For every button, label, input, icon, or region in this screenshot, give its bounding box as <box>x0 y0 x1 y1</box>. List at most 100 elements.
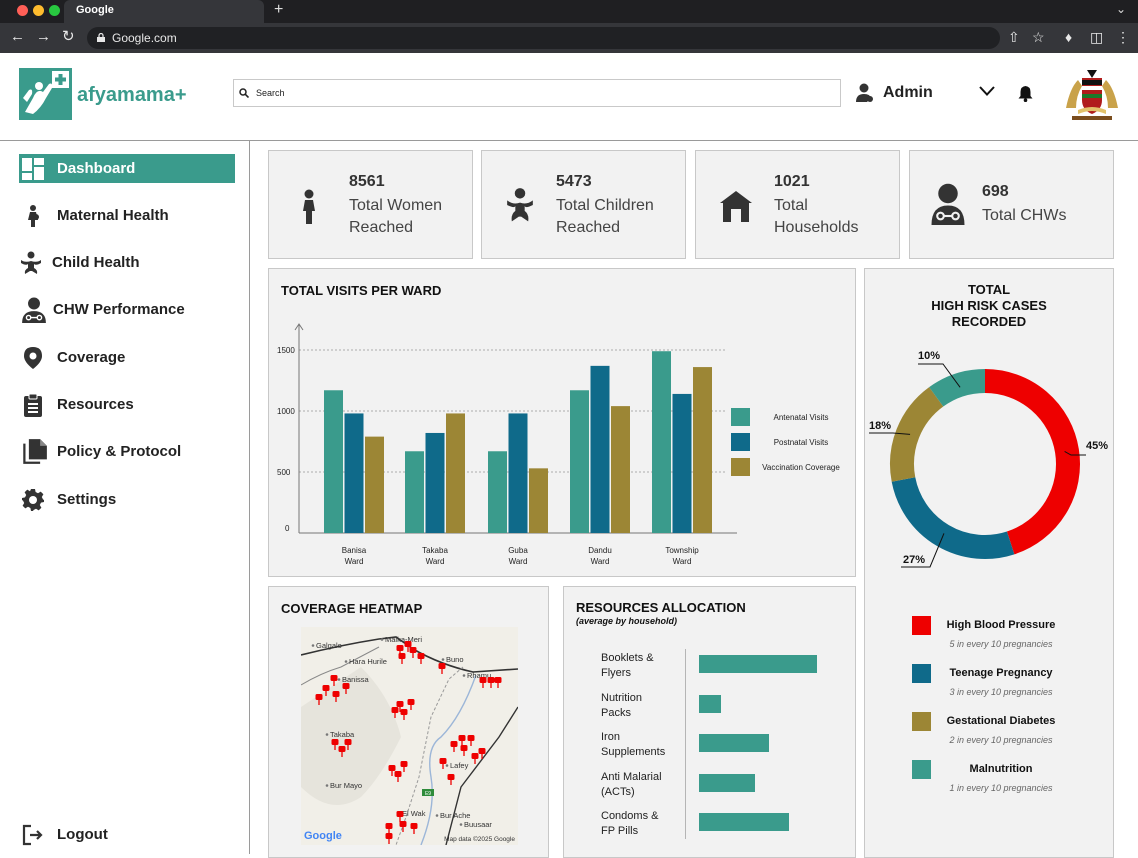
legend-swatch <box>731 408 750 426</box>
map-pin-head <box>439 758 447 764</box>
sidebar-item-coverage[interactable]: Coverage <box>19 343 235 372</box>
place-dot <box>459 823 463 826</box>
map-pin-icon <box>399 821 407 832</box>
map-pin-icon <box>332 691 340 702</box>
place-label: Hara Hurile <box>349 657 387 666</box>
forward-arrow-icon[interactable]: → <box>36 28 51 45</box>
legend-sublabel: 3 in every 10 pregnancies <box>949 687 1053 697</box>
lock-icon <box>97 33 105 42</box>
map-pin-icon <box>439 758 447 769</box>
stat-label-line2: Reached <box>556 219 621 236</box>
bell-icon[interactable] <box>1018 85 1033 102</box>
sidebar-item-child-health[interactable]: Child Health <box>19 248 235 277</box>
legend-label: Teenage Pregnancy <box>949 667 1053 679</box>
map-river <box>420 674 477 845</box>
mother-icon <box>28 205 39 227</box>
map-pin-head <box>394 771 402 777</box>
map-pin-icon <box>410 823 418 834</box>
google-logo: Google <box>304 830 342 842</box>
donut-slice <box>890 387 944 482</box>
side-panel-icon[interactable]: ◫ <box>1090 29 1104 45</box>
doctor-icon <box>22 297 46 323</box>
close-window-icon[interactable] <box>17 5 28 16</box>
stat-card-chws[interactable]: 698 Total CHWs <box>909 150 1114 259</box>
map-pin-head <box>407 699 415 705</box>
resource-label: Nutrition Packs <box>601 691 642 721</box>
house-icon <box>720 191 752 222</box>
sidebar-item-dashboard[interactable]: Dashboard <box>19 154 235 183</box>
share-icon[interactable]: ⇧ <box>1008 29 1020 45</box>
bar <box>425 432 445 533</box>
legend-label: Vaccination Coverage <box>762 463 840 472</box>
resource-label-line: Booklets & <box>601 652 654 664</box>
visits-chart: 0 500 1000 1500 Banisa Ward Takaba Ward Guba Ward… <box>277 323 840 566</box>
map-pin-icon <box>447 774 455 785</box>
sidebar-item-label: Policy & Protocol <box>57 443 182 460</box>
legend-swatch <box>912 760 931 779</box>
map-pin-head <box>471 753 479 759</box>
map-pin-icon <box>460 745 468 756</box>
extensions-icon[interactable]: ♦ <box>1065 29 1073 45</box>
legend-label: Antenatal Visits <box>774 413 829 422</box>
stat-card-women[interactable]: 8561 Total Women Reached <box>268 150 473 259</box>
resource-bar <box>699 655 817 673</box>
coat-of-arms-icon <box>1066 70 1118 120</box>
map-pin-head <box>315 694 323 700</box>
map-pin-head <box>400 709 408 715</box>
maximize-window-icon[interactable] <box>49 5 60 16</box>
search-placeholder: Search <box>256 88 285 98</box>
tab-list-chevron-icon[interactable]: ⌄ <box>1115 2 1126 16</box>
minimize-window-icon[interactable] <box>33 5 44 16</box>
map-pin-icon <box>487 677 495 688</box>
map-pin-icon <box>409 647 417 658</box>
bookmark-star-icon[interactable]: ☆ <box>1032 29 1045 45</box>
place-label: El Wak <box>402 809 426 818</box>
stat-card-households[interactable]: 1021 Total Households <box>695 150 900 259</box>
sidebar-item-chw-performance[interactable]: CHW Performance <box>19 295 235 324</box>
sidebar-item-settings[interactable]: Settings <box>19 485 235 514</box>
map-pin-head <box>385 833 393 839</box>
more-menu-icon[interactable]: ⋮ <box>1116 29 1130 45</box>
reload-icon[interactable]: ↻ <box>62 28 75 45</box>
place-label: Buusaar <box>464 820 492 829</box>
stat-card-children[interactable]: 5473 Total Children Reached <box>481 150 686 259</box>
logout-button[interactable]: Logout <box>19 820 235 849</box>
user-icon[interactable] <box>856 83 874 103</box>
place-dot <box>462 674 466 677</box>
admin-username[interactable]: Admin <box>883 84 933 101</box>
stat-label-line1: Total Children <box>556 197 654 214</box>
sidebar-item-label: Dashboard <box>57 160 136 177</box>
risk-donut-chart: 45% 27% 18% 10% <box>869 350 1108 568</box>
map-pin-icon <box>471 753 479 764</box>
map-pin-head <box>478 748 486 754</box>
sidebar-item-resources[interactable]: Resources <box>19 390 235 419</box>
browser-tab[interactable]: Google <box>64 0 264 23</box>
documents-icon <box>23 439 47 464</box>
risk-card: TOTAL HIGH RISK CASES RECORDED 45% 27% 18%… <box>864 268 1114 858</box>
sidebar-item-maternal-health[interactable]: Maternal Health <box>19 201 235 230</box>
map-pin-icon <box>404 641 412 652</box>
place-dot <box>344 660 348 663</box>
sidebar-item-policy-protocol[interactable]: Policy & Protocol <box>19 437 235 466</box>
search-input[interactable]: Search <box>233 79 841 107</box>
logo-icon[interactable] <box>19 68 72 120</box>
bar <box>652 351 671 533</box>
browser-toolbar: ← → ↻ Google.com ⇧ ☆ ♦ ◫ ⋮ <box>0 23 1138 53</box>
legend-sublabel: 5 in every 10 pregnancies <box>949 639 1053 649</box>
new-tab-button[interactable]: + <box>274 1 284 18</box>
address-bar[interactable]: Google.com <box>87 27 1000 49</box>
map-pin-head <box>409 647 417 653</box>
map-pin-head <box>342 683 350 689</box>
place-dot <box>441 658 445 661</box>
back-arrow-icon[interactable]: ← <box>10 28 25 45</box>
map-attribution: Map data ©2025 Google <box>444 835 515 843</box>
map-pin-head <box>487 677 495 683</box>
chevron-down-icon[interactable] <box>979 86 995 96</box>
coverage-map[interactable]: E9 Galgalo Malka-Meri Hara Hurile Banissa Bun… <box>301 627 518 845</box>
place-dot <box>445 764 449 767</box>
x-tick-label: Ward <box>509 557 528 566</box>
map-pin-head <box>447 774 455 780</box>
map-terrain <box>301 667 401 805</box>
map-pin-head <box>399 821 407 827</box>
map-pin-icon <box>438 663 446 674</box>
